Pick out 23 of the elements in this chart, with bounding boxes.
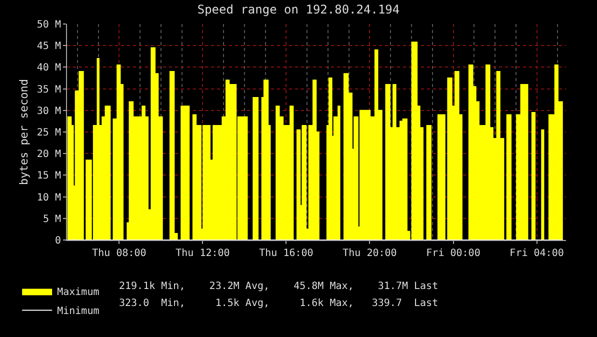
legend-label: Minimum: [57, 306, 100, 318]
y-tick-label: 15 M: [36, 170, 61, 182]
y-tick-label: 30 M: [36, 106, 61, 117]
y-tick-label: 20 M: [36, 149, 61, 160]
y-tick-label: 0: [54, 236, 61, 246]
x-tick-label: Fri 00:00: [426, 248, 480, 259]
chart-title: Speed range on 192.80.24.194: [197, 2, 400, 16]
text: 219.1k Min, 23.2M Avg, 45.8M Max, 31.7M Last: [119, 281, 438, 292]
x-tick-label: Thu 12:00: [176, 248, 230, 259]
x-tick-label: Thu 16:00: [259, 248, 314, 259]
y-tick-label: 45 M: [36, 41, 61, 52]
y-axis-title: bytes per second: [18, 79, 31, 185]
y-tick-label: 40 M: [36, 62, 61, 74]
x-tick-label: Fri 04:00: [510, 248, 564, 259]
y-tick-label: 10 M: [36, 192, 61, 204]
y-tick-label: 35 M: [36, 84, 61, 96]
y-tick-label: 50 M: [36, 20, 61, 30]
legend-label: Maximum: [57, 287, 100, 298]
x-tick-label: Thu 08:00: [92, 248, 146, 259]
text: 323.0 Min, 1.5k Avg, 1.6k Max, 339.7 Last: [119, 298, 438, 309]
y-tick-label: 25 M: [36, 128, 61, 138]
y-tick-label: 5 M: [42, 214, 61, 225]
x-tick-label: Thu 20:00: [342, 248, 397, 259]
